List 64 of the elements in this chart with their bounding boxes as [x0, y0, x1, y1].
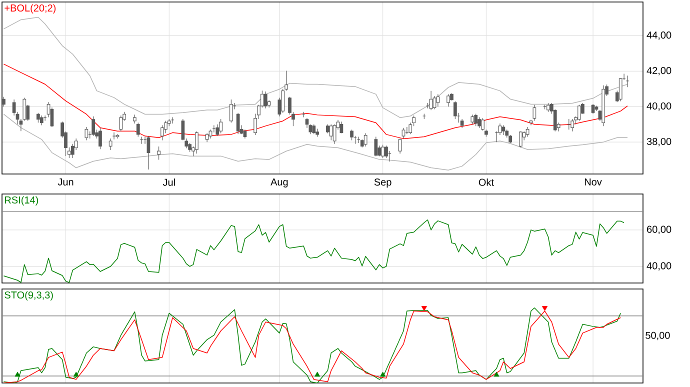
candlestick: [502, 124, 506, 136]
y-tick-label: 42,00: [646, 67, 672, 76]
y-tick-label: 60,00: [647, 226, 672, 234]
line-series: [3, 220, 624, 283]
candlestick: [157, 146, 160, 160]
candlestick: [40, 115, 44, 126]
x-tick-label: Aug: [270, 178, 288, 188]
chart-title: +BOL(20;2): [4, 4, 56, 14]
candlestick: [108, 138, 112, 150]
candlestick: [195, 131, 198, 154]
candlestick: [478, 116, 481, 128]
candlestick: [230, 99, 233, 123]
candlestick: [481, 118, 484, 131]
candlestick: [36, 112, 40, 123]
candlestick: [381, 144, 384, 158]
candlestick: [312, 124, 316, 134]
candlestick: [281, 88, 285, 114]
candlestick: [532, 104, 536, 122]
y-tick-label: 38,00: [646, 138, 672, 146]
candlestick: [350, 129, 354, 141]
candlestick: [236, 112, 240, 134]
candlestick: [329, 124, 333, 141]
x-tick-label: Okt: [478, 178, 494, 186]
y-tick-label: 40,00: [646, 262, 672, 271]
chart-title: RSI(14): [5, 196, 38, 206]
candlestick: [454, 100, 457, 120]
x-tick-label: Sep: [374, 178, 392, 188]
candlestick: [116, 134, 120, 139]
y-tick-label: 40,00: [646, 102, 672, 111]
candlestick: [618, 78, 622, 102]
candlestick: [578, 104, 581, 122]
candlestick: [398, 138, 402, 154]
candlestick: [332, 124, 336, 144]
candlestick: [436, 94, 440, 107]
x-tick-label: Jun: [58, 178, 74, 186]
candlestick: [219, 118, 223, 134]
candlestick: [112, 132, 116, 140]
candlestick: [446, 94, 450, 107]
candlestick: [305, 118, 309, 128]
x-tick-label: Jul: [162, 178, 175, 186]
candlestick: [591, 104, 595, 114]
chart-title: STO(9,3,3): [4, 291, 53, 301]
candlestick: [92, 116, 96, 136]
candlestick: [2, 96, 6, 107]
candlestick: [526, 126, 530, 138]
x-tick-label: Nov: [584, 178, 602, 186]
candlestick: [402, 128, 406, 139]
candlestick: [518, 131, 522, 148]
candlestick: [374, 136, 378, 157]
text: 50,00: [646, 332, 670, 340]
candlestick: [384, 145, 388, 158]
candlestick: [364, 132, 368, 147]
line-series: [3, 16, 628, 118]
candlestick: [136, 122, 140, 138]
candlestick: [160, 124, 164, 141]
candlestick: [84, 126, 88, 141]
candlestick: [429, 90, 433, 110]
candlestick: [474, 113, 478, 126]
candlestick: [98, 128, 102, 150]
candlestick: [119, 115, 123, 132]
y-tick-label: 44,00: [646, 32, 672, 40]
candlestick: [570, 118, 574, 132]
candlestick: [264, 91, 268, 109]
candlestick: [470, 114, 474, 125]
